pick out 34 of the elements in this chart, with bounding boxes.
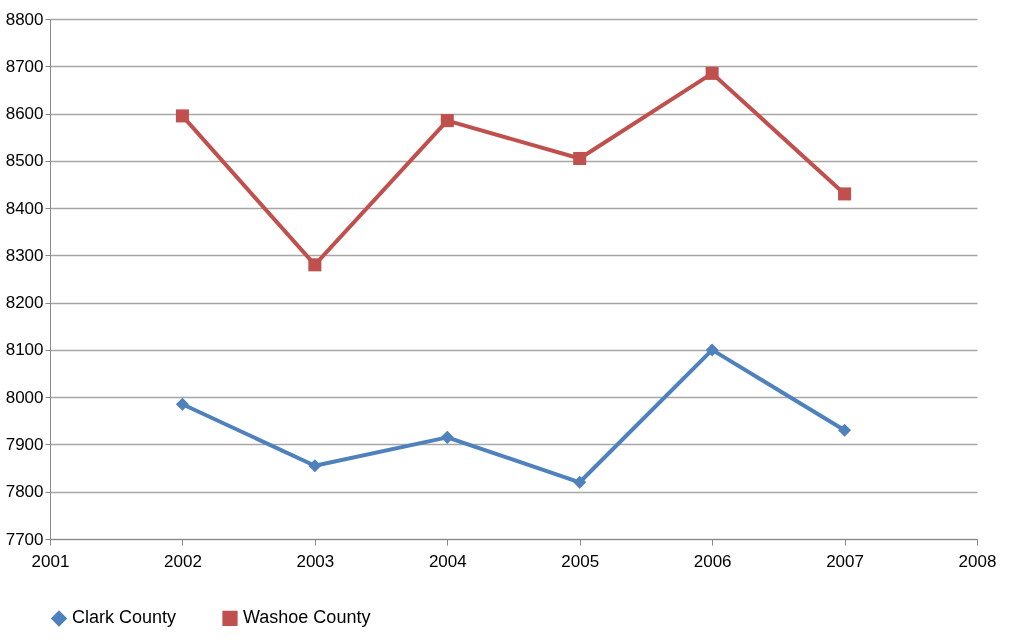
legend-label: Clark County	[72, 607, 177, 628]
x-tick-label: 2008	[958, 551, 997, 571]
point	[838, 187, 852, 201]
point	[573, 151, 587, 165]
y-tick-label: 8300	[5, 245, 44, 265]
y-tick-label: 8700	[5, 56, 44, 76]
point	[705, 343, 719, 357]
y-tick-label: 8500	[5, 151, 44, 171]
x-tick-label: 2001	[31, 551, 70, 571]
y-tick-label: 7700	[5, 529, 44, 549]
x-tick-label: 2007	[826, 551, 864, 571]
point	[175, 397, 189, 411]
point	[175, 109, 189, 123]
point	[705, 66, 719, 80]
point	[838, 423, 852, 437]
point	[440, 430, 454, 444]
y-tick-label: 8100	[5, 340, 44, 360]
x-tick-label: 2005	[561, 551, 600, 571]
y-tick-label: 7800	[5, 482, 44, 502]
point	[573, 475, 587, 489]
legend-label: Washoe County	[243, 607, 371, 628]
y-tick-label: 7900	[5, 434, 44, 454]
point	[308, 459, 322, 473]
point	[308, 258, 322, 272]
x-tick-label: 2006	[693, 551, 732, 571]
x-tick-label: 2002	[164, 551, 202, 571]
y-tick-label: 8400	[5, 198, 44, 218]
y-tick-label: 8800	[5, 9, 44, 29]
y-tick-label: 8200	[5, 293, 44, 313]
y-tick-label: 8600	[5, 104, 44, 124]
x-tick-label: 2003	[296, 551, 335, 571]
point	[440, 114, 454, 128]
y-tick-label: 8000	[5, 387, 44, 407]
x-tick-label: 2004	[428, 551, 467, 571]
